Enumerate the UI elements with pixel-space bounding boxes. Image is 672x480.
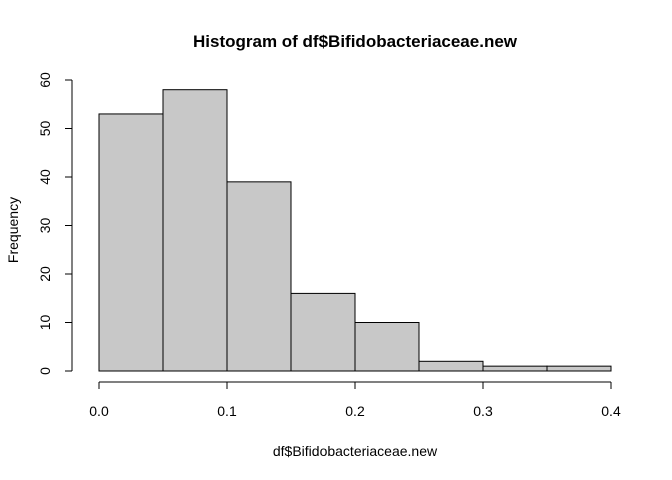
y-axis: 0 10 20 30 40 50 60 — [37, 72, 73, 375]
x-tick-label: 0.1 — [217, 403, 237, 419]
histogram-bar-1 — [162, 89, 228, 372]
histogram-bar-0 — [98, 113, 164, 372]
x-axis: 0.0 0.1 0.2 0.3 0.4 — [89, 381, 621, 419]
x-tick-label: 0.4 — [601, 403, 621, 419]
y-tick-label: 50 — [37, 121, 53, 137]
x-tick-label: 0.2 — [345, 403, 365, 419]
y-axis-label: Frequency — [5, 197, 21, 263]
y-tick-label: 10 — [37, 315, 53, 331]
histogram-bar-6 — [482, 365, 548, 372]
histogram-bar-7 — [546, 365, 612, 372]
histogram-bar-4 — [354, 322, 420, 372]
y-tick-label: 30 — [37, 218, 53, 234]
histogram-bar-2 — [226, 181, 292, 372]
x-tick-label: 0.3 — [473, 403, 493, 419]
histogram-bar-5 — [418, 360, 484, 372]
y-tick-label: 60 — [37, 72, 53, 88]
x-axis-label: df$Bifidobacteriaceae.new — [273, 443, 438, 459]
bars-group — [98, 89, 612, 372]
x-tick-label: 0.0 — [89, 403, 109, 419]
y-tick-label: 0 — [37, 367, 53, 375]
y-tick-label: 40 — [37, 169, 53, 185]
histogram-bar-3 — [290, 292, 356, 372]
y-tick-label: 20 — [37, 266, 53, 282]
chart-title: Histogram of df$Bifidobacteriaceae.new — [193, 32, 518, 51]
